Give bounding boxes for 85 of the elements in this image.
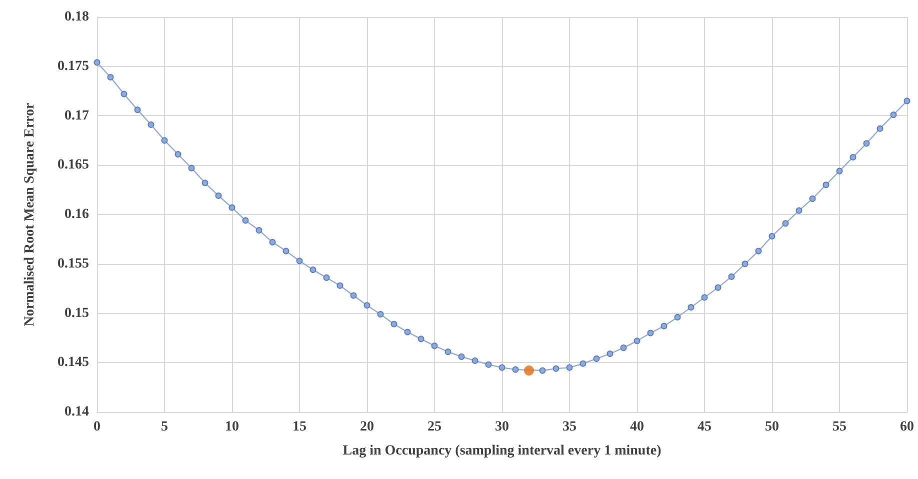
point: [850, 154, 856, 160]
point: [120, 90, 128, 98]
point: [94, 59, 100, 66]
point: [647, 330, 654, 336]
point: [836, 168, 843, 174]
x-tick-label: 40: [630, 420, 644, 434]
point: [202, 180, 208, 186]
point: [256, 227, 262, 234]
point: [634, 338, 640, 344]
point: [876, 125, 884, 132]
point: [904, 98, 910, 104]
point: [674, 314, 681, 320]
point: [228, 204, 236, 211]
x-tick-label: 10: [225, 420, 239, 434]
point: [524, 366, 534, 376]
point: [822, 182, 830, 188]
x-tick-label: 35: [562, 420, 576, 434]
point: [310, 266, 316, 274]
y-tick-label: 0.15: [64, 306, 89, 321]
x-tick-label: 45: [698, 420, 712, 434]
point: [282, 248, 290, 254]
point: [796, 207, 802, 214]
point: [472, 357, 478, 364]
point: [107, 74, 114, 80]
point: [498, 364, 506, 371]
x-tick-label: 0: [94, 420, 100, 434]
point: [364, 302, 370, 309]
x-tick-label: 50: [765, 420, 779, 434]
y-tick-label: 0.165: [58, 158, 89, 173]
point: [242, 217, 249, 224]
x-tick-label: 30: [495, 420, 509, 434]
point: [863, 140, 870, 147]
point: [444, 348, 452, 356]
point: [188, 164, 195, 172]
x-tick-label: 60: [900, 420, 914, 434]
point: [593, 355, 600, 362]
point: [890, 112, 897, 118]
point: [174, 151, 182, 158]
point: [350, 292, 357, 299]
y-tick-label: 0.155: [58, 256, 89, 272]
point: [688, 304, 694, 311]
y-tick-label: 0.17: [64, 108, 89, 124]
point: [606, 350, 614, 357]
y-axis-title: Normalised Root Mean Square Error: [22, 102, 38, 326]
x-tick-label: 15: [292, 420, 306, 434]
y-tick-label: 0.18: [64, 10, 89, 24]
point: [323, 274, 330, 281]
point: [660, 322, 668, 330]
point: [148, 121, 154, 128]
x-tick-label: 25: [428, 420, 442, 434]
y-tick-label: 0.16: [64, 207, 89, 222]
point: [755, 248, 762, 254]
x-tick-label: 20: [360, 420, 374, 434]
point: [161, 137, 168, 144]
point: [377, 310, 384, 318]
point: [701, 294, 708, 301]
point: [458, 353, 465, 360]
point: [539, 367, 546, 374]
point: [809, 195, 816, 202]
point: [566, 364, 573, 371]
y-tick-label: 0.175: [58, 58, 89, 74]
point: [269, 238, 276, 246]
x-tick-label: 5: [161, 420, 168, 434]
x-tick-label: 55: [832, 420, 846, 434]
y-tick-label: 0.14: [64, 404, 89, 420]
point: [485, 361, 492, 368]
point: [296, 258, 303, 264]
point: [768, 232, 776, 240]
point: [742, 260, 748, 268]
point: [512, 366, 519, 373]
point: [336, 282, 344, 289]
y-tick-label: 0.145: [58, 355, 89, 370]
point: [580, 360, 586, 367]
point: [620, 344, 627, 352]
point: [714, 284, 722, 291]
point: [215, 192, 222, 199]
point: [134, 106, 141, 114]
point: [552, 365, 560, 372]
x-axis-title: Lag in Occupancy (sampling interval every 1 minute): [342, 444, 662, 458]
point: [390, 320, 398, 328]
point: [404, 328, 411, 336]
point: [728, 273, 735, 280]
point: [431, 342, 438, 350]
point: [418, 336, 424, 342]
point: [782, 220, 789, 227]
